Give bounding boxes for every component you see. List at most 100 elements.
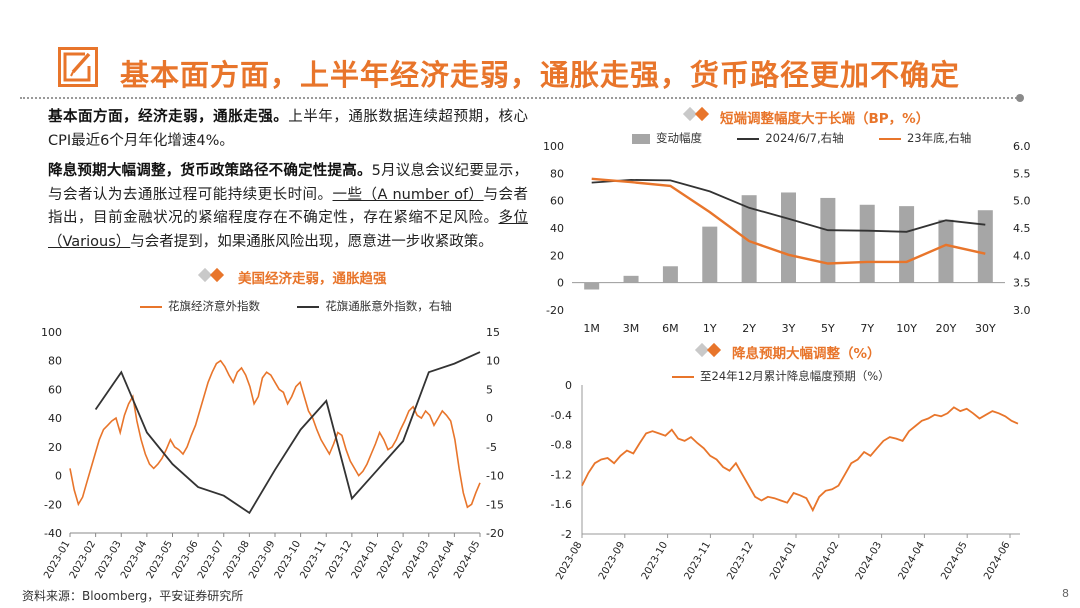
- chart1-series-inflation: [94, 351, 481, 515]
- chart2-ytick: 80: [550, 167, 564, 180]
- legend-2023: 23年底,右轴: [878, 131, 971, 145]
- section-marker-3: [694, 342, 725, 358]
- chart1-ytick: -20: [44, 498, 62, 511]
- chart1-ytick: 0: [55, 470, 62, 483]
- chart2-ytick: 40: [550, 222, 564, 235]
- chart2-bar: [584, 282, 600, 290]
- chart2-series-2023: [591, 177, 986, 265]
- chart2-xtick: 30Y: [975, 322, 996, 335]
- title-divider: [20, 97, 1020, 99]
- chart3-xtick: 2023-08: [554, 540, 584, 582]
- chart2-xtick: 1M: [583, 322, 600, 335]
- chart3-ytick: -1.2: [551, 468, 572, 481]
- chart2-ytick: 60: [550, 195, 564, 208]
- chart2-series-2024: [591, 178, 986, 233]
- chart2-xtick: 5Y: [821, 322, 835, 335]
- chart2-bar: [662, 266, 678, 283]
- source-note: 资料来源：Bloomberg，平安证券研究所: [22, 589, 244, 603]
- chart3-legend: 至24年12月累计降息幅度预期（%）: [672, 368, 890, 384]
- p1-rest: 上半年，通胀数据连续超预期，核心CPI最近6个月年化增速4%。: [48, 109, 529, 149]
- p2-b: 与会者指出，目前金融状况的紧缩程度存在不确定性，存在紧缩不足风险。: [48, 186, 528, 227]
- page-title: 基本面方面，上半年经济走弱，通胀走强，货币路径更加不确定: [120, 58, 961, 92]
- chart2-yield-change: -20 0 20 40 60 80 100 3.0 3.5 4.0 4.5 5.0 5.5 6.0 1M 3M…: [543, 140, 1031, 335]
- p2-c: 与会者提到，如果通胀风险出现，愿意进一步收紧政策。: [130, 233, 493, 250]
- paragraph-rate-expectations: 降息预期大幅调整，货币政策路径不确定性提高。5月议息会议纪要显示，与会者认为去通…: [48, 160, 528, 254]
- chart2-bar: [820, 197, 836, 283]
- chart3-xtick: 2023-11: [683, 540, 713, 582]
- chart2-y2tick: 3.0: [1013, 304, 1031, 317]
- chart1-ytick: 40: [48, 412, 62, 425]
- chart1-y2tick: -15: [486, 498, 504, 511]
- chart2-ytick: 0: [557, 277, 564, 290]
- chart1-ytick: -40: [44, 527, 62, 540]
- chart1-y2tick: -10: [486, 470, 504, 483]
- p2-a: 5月议息会议纪要显示，与会者认为去通胀过程可能持续更长时间。: [48, 163, 528, 203]
- chart1-y2tick: 5: [486, 383, 493, 396]
- chart3-xtick: 2023-09: [597, 540, 627, 582]
- chart2-y2tick: 4.0: [1013, 249, 1031, 262]
- paragraph-fundamentals: 基本面方面，经济走弱，通胀走强。上半年，通胀数据连续超预期，核心CPI最近6个月…: [48, 106, 528, 153]
- chart2-bar: [938, 219, 954, 283]
- pencil-edit-icon: [58, 47, 98, 87]
- chart2-y2tick: 5.0: [1013, 195, 1031, 208]
- chart2-xtick: 10Y: [896, 322, 917, 335]
- chart2-xtick: 7Y: [860, 322, 874, 335]
- chart1-ytick: 20: [48, 441, 62, 454]
- chart2-bar: [899, 206, 915, 283]
- chart3-ytick: -2: [561, 528, 572, 541]
- chart3-series-expectation: [581, 406, 1019, 513]
- chart2-title: 短端调整幅度大于长端（BP，%）: [720, 111, 930, 127]
- chart3-xtick: 2024-02: [811, 540, 841, 582]
- chart3-ytick: 0: [565, 379, 572, 392]
- chart2-bar: [702, 226, 718, 283]
- p1-bold: 基本面方面，经济走弱，通胀走强。: [48, 109, 289, 125]
- chart1-surprise-index: -40-20020406080100-20-15-10-50510152023-…: [41, 326, 504, 581]
- chart3-xtick: 2023-12: [725, 540, 755, 582]
- chart2-xtick: 1Y: [703, 322, 717, 335]
- chart1-ytick: 60: [48, 383, 62, 396]
- chart2-ytick: 100: [543, 140, 564, 153]
- chart1-y2tick: -5: [486, 441, 497, 454]
- chart1-xtick: 2024-05: [452, 539, 482, 581]
- chart1-ytick: 80: [48, 355, 62, 368]
- chart2-xtick: 3M: [623, 322, 640, 335]
- chart2-bar: [741, 195, 757, 283]
- chart2-legend: 变动幅度 2024/6/7,右轴 23年底,右轴: [632, 130, 971, 146]
- chart2-y2tick: 4.5: [1013, 222, 1031, 235]
- legend-change: 变动幅度: [632, 131, 702, 145]
- legend-inflation: 花旗通胀意外指数，右轴: [297, 299, 452, 313]
- chart1-y2tick: -20: [486, 527, 504, 540]
- chart3-xtick: 2023-10: [640, 540, 670, 582]
- chart2-bar: [623, 275, 639, 283]
- chart3-ytick: -0.4: [551, 409, 572, 422]
- chart1-ytick: 100: [41, 326, 62, 339]
- chart2-bar: [977, 210, 993, 283]
- p2-underline-2: 多位（Various）: [48, 210, 529, 250]
- chart2-ytick: 20: [550, 249, 564, 262]
- legend-2024: 2024/6/7,右轴: [737, 131, 844, 145]
- chart2-xtick: 6M: [662, 322, 679, 335]
- chart1-title: 美国经济走弱，通胀趋强: [238, 271, 387, 287]
- p2-underline-1: 一些（A number of）: [332, 186, 484, 203]
- divider-end-dot: [1016, 94, 1024, 102]
- chart1-y2tick: 10: [486, 355, 500, 368]
- chart3-ytick: -0.8: [551, 439, 572, 452]
- chart3-xtick: 2024-06: [982, 540, 1012, 582]
- chart3-xtick: 2024-04: [897, 540, 927, 582]
- chart2-y2tick: 3.5: [1013, 277, 1031, 290]
- chart1-y2tick: 15: [486, 326, 500, 339]
- section-marker-1: [197, 267, 228, 283]
- chart1-series-economic: [69, 359, 481, 509]
- chart2-bar: [859, 204, 875, 283]
- chart2-xtick: 3Y: [782, 322, 796, 335]
- chart3-xtick: 2024-01: [768, 540, 798, 582]
- chart2-bar: [781, 192, 796, 283]
- legend-economic: 花旗经济意外指数: [140, 299, 260, 313]
- chart2-y2tick: 5.5: [1013, 167, 1031, 180]
- chart2-y2tick: 6.0: [1013, 140, 1031, 153]
- chart1-y2tick: 0: [486, 412, 493, 425]
- chart3-xtick: 2024-05: [939, 540, 969, 582]
- chart3-title: 降息预期大幅调整（%）: [732, 346, 881, 362]
- chart2-ytick: -20: [546, 304, 564, 317]
